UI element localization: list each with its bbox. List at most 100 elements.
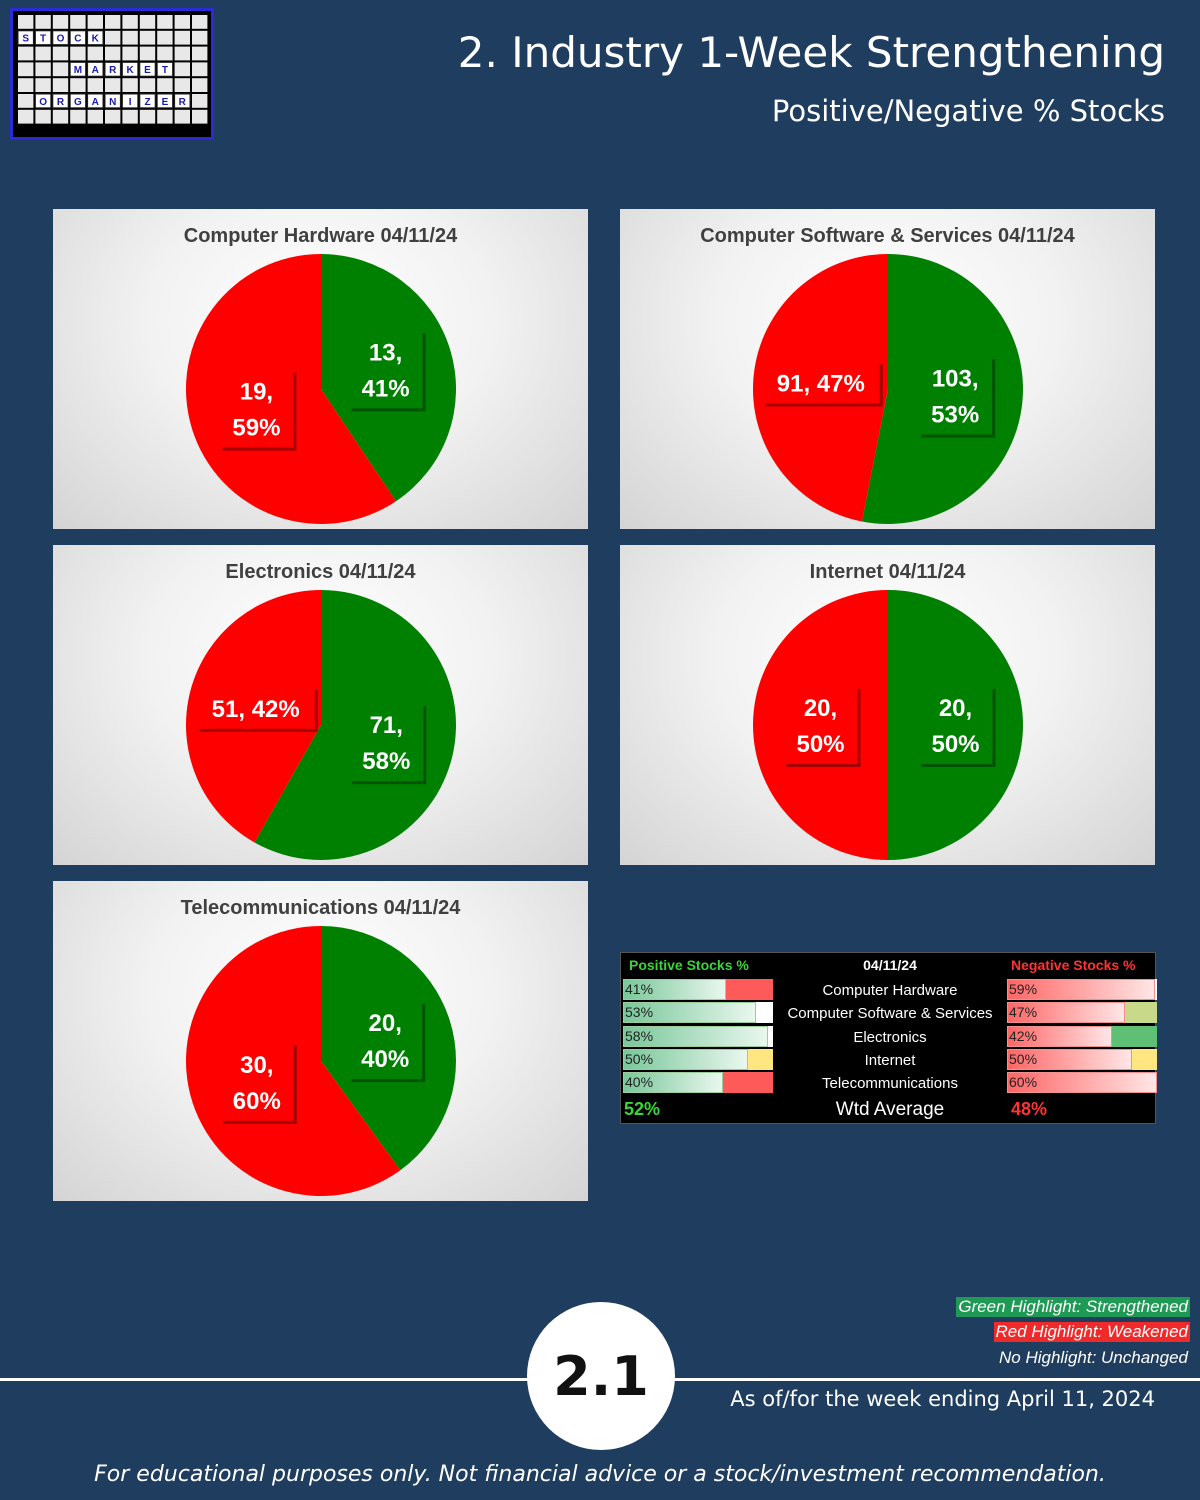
- logo-letter: A: [92, 97, 99, 108]
- positive-cell: 40%: [623, 1072, 773, 1094]
- pie-panel-computer-hardware: Computer Hardware 04/11/24 13, 41% 19, 59%: [53, 209, 588, 529]
- logo-letter: E: [162, 97, 169, 108]
- positive-bar: [623, 1048, 748, 1070]
- table-row: 40% Telecommunications 60%: [621, 1072, 1157, 1095]
- logo-letter-box: [121, 61, 139, 77]
- pie-chart: 13,41%19,59%: [185, 254, 456, 524]
- positive-cell: 53%: [623, 1002, 773, 1024]
- chart-title: Computer Software & Services 04/11/24: [700, 225, 1075, 247]
- logo-cell: [122, 78, 138, 92]
- label-text: 51, 42%: [212, 696, 300, 723]
- negative-cell: 42%: [1007, 1025, 1157, 1047]
- logo-cell: [52, 62, 69, 77]
- label-text: 58%: [362, 748, 410, 775]
- positive-cell: 58%: [623, 1025, 773, 1047]
- table-row: 41% Computer Hardware 59%: [621, 979, 1157, 1002]
- logo-cell: [105, 46, 121, 61]
- logo-cell: [87, 109, 103, 124]
- label-box: [761, 361, 880, 404]
- logo-cell: [174, 78, 190, 92]
- logo-letter-box: [69, 61, 87, 77]
- data-label: 19,59%: [219, 369, 297, 451]
- label-text: 13,: [369, 339, 402, 366]
- data-label: 91, 47%: [761, 361, 883, 407]
- logo-cell: [70, 15, 86, 29]
- logo-cell: [139, 78, 156, 92]
- logo-cell: [87, 15, 103, 29]
- logo-letter: R: [109, 65, 117, 76]
- negative-pct: 47%: [1009, 1004, 1038, 1021]
- logo-cell: [70, 109, 86, 124]
- logo-letter-box: [17, 30, 34, 46]
- chart-title: Computer Hardware 04/11/24: [183, 225, 458, 247]
- industry-name: Computer Software & Services: [787, 1005, 993, 1023]
- logo-cell: [192, 109, 208, 124]
- logo-cell: [139, 46, 156, 61]
- logo-letter: R: [57, 97, 65, 108]
- positive-bar: [623, 1025, 768, 1047]
- avg-label: Wtd Average: [835, 1099, 945, 1120]
- pie-chart: 103, 53% 91, 47%: [753, 253, 1024, 524]
- negative-bar: [1007, 1072, 1157, 1094]
- logo-cell: [174, 46, 190, 61]
- label-box: [918, 356, 993, 435]
- positive-bar: [623, 1072, 723, 1094]
- table-row: 53% Computer Software & Services 47%: [621, 1002, 1157, 1025]
- negative-bar: [1007, 979, 1155, 1000]
- label-text: 59%: [232, 415, 280, 442]
- logo-cell: [105, 15, 121, 29]
- positive-pct: 40%: [625, 1074, 654, 1091]
- logo-letter: G: [74, 97, 82, 108]
- logo-letter-box: [69, 93, 87, 109]
- logo-letter-box: [104, 93, 121, 109]
- logo-letter: N: [109, 97, 116, 108]
- label-box: [348, 330, 423, 409]
- logo-cell: [139, 30, 156, 45]
- industry-name: Telecommunications: [822, 1075, 958, 1093]
- label-box: [783, 686, 858, 764]
- logo-cell: [105, 78, 121, 92]
- logo-cell: [70, 46, 86, 61]
- logo-cell: [18, 62, 34, 77]
- logo-letter: E: [144, 65, 151, 76]
- logo-letter-box: [139, 61, 156, 77]
- logo-cell: [192, 15, 208, 29]
- positive-header: Positive Stocks %: [629, 957, 749, 973]
- positive-bar: [623, 979, 726, 1000]
- logo-grid: S T O C KM A R K E TO R G A N I Z E R: [17, 15, 208, 124]
- label-text: 60%: [233, 1088, 281, 1115]
- logo-cell: [122, 30, 138, 45]
- logo-cell: [87, 78, 103, 92]
- logo-cell: [122, 46, 138, 61]
- logo-cell: [122, 15, 138, 29]
- label-text: 103,: [932, 366, 979, 393]
- positive-pct: 58%: [625, 1027, 654, 1044]
- pie-panel-telecommunications: Telecommunications 04/11/24 20, 40% 30, 60%: [53, 881, 588, 1201]
- logo-letter-box: [139, 93, 156, 109]
- label-box: [918, 686, 993, 764]
- logo-cell: [174, 109, 190, 124]
- logo-letter: O: [57, 34, 65, 45]
- data-label: 30,60%: [219, 1042, 297, 1124]
- table-row: 50% Internet 50%: [621, 1048, 1157, 1072]
- logo-letter: T: [162, 65, 168, 76]
- pie-panel-internet: Internet 04/11/24 20, 50% 20, 50%: [620, 545, 1155, 865]
- label-text: 53%: [931, 402, 979, 429]
- label-text: 30,: [240, 1052, 273, 1079]
- legend-none: No Highlight: Unchanged: [998, 1348, 1188, 1367]
- logo-cell: [105, 109, 121, 124]
- positive-cell: 41%: [623, 979, 773, 1000]
- data-label: 71,58%: [349, 703, 427, 785]
- logo-letter: S: [22, 34, 29, 45]
- positive-pct: 41%: [625, 981, 654, 997]
- label-text: 20,: [369, 1010, 402, 1037]
- logo-cell: [18, 78, 34, 92]
- logo-letter: M: [74, 65, 82, 76]
- logo-cell: [35, 46, 51, 61]
- negative-pct: 60%: [1009, 1074, 1038, 1091]
- logo-cell: [35, 109, 51, 124]
